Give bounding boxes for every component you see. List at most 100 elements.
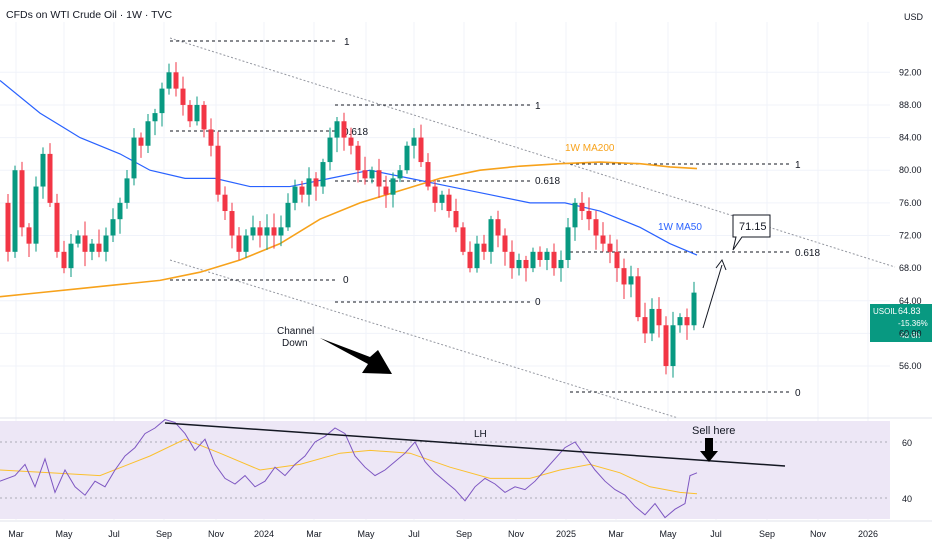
x-tick-label: Mar: [608, 529, 624, 539]
candle-body: [537, 251, 543, 260]
x-tick-label: Jul: [408, 529, 420, 539]
candle-body: [19, 170, 25, 228]
candle-body: [383, 186, 389, 195]
ma200-label: 1W MA200: [565, 143, 615, 154]
y-tick-label: 92.00: [899, 67, 922, 77]
candle-body: [670, 325, 676, 367]
x-tick-label: 2026: [858, 529, 878, 539]
price-badge-price: 64.83: [898, 306, 921, 316]
candle-body: [453, 211, 459, 228]
candle-body: [152, 113, 158, 122]
candle-body: [565, 227, 571, 260]
candle-body: [278, 227, 284, 236]
candle-body: [89, 243, 95, 252]
rsi-line: [0, 419, 698, 519]
candle-body: [222, 194, 228, 212]
rsi-ma-line: [0, 438, 698, 495]
rsi-lh-label: LH: [474, 429, 487, 440]
candle-body: [201, 104, 207, 130]
candle-body: [173, 72, 179, 89]
candle-body: [544, 251, 550, 260]
candle-body: [411, 137, 417, 146]
y-tick-label: 68.00: [899, 263, 922, 273]
x-tick-label: Mar: [306, 529, 322, 539]
candle-body: [299, 186, 305, 195]
candle-body: [166, 72, 172, 89]
candlesticks: [5, 62, 697, 378]
candle-body: [75, 235, 81, 244]
candle-body: [187, 104, 193, 122]
candle-body: [82, 235, 88, 252]
candle-body: [572, 202, 578, 228]
price-badge-ticker-bg: [870, 304, 894, 316]
candle-body: [614, 251, 620, 269]
candle-body: [656, 308, 662, 326]
candle-body: [684, 317, 690, 326]
x-tick-label: Sep: [759, 529, 775, 539]
candle-body: [649, 308, 655, 334]
candle-body: [600, 235, 606, 244]
candle-body: [551, 251, 557, 269]
channel-lower-line: [169, 259, 679, 419]
x-tick-label: Nov: [208, 529, 225, 539]
candle-body: [397, 170, 403, 179]
candle-body: [509, 251, 515, 269]
candle-body: [208, 129, 214, 146]
candle-body: [236, 235, 242, 252]
candle-body: [369, 170, 375, 179]
fib-label-0618-mid: 0.618: [535, 176, 560, 187]
fib-label-1-mid: 1: [535, 101, 541, 112]
y-tick-label: 60.00: [899, 328, 922, 338]
candle-body: [124, 178, 130, 203]
x-tick-label: May: [357, 529, 375, 539]
ma200-line: [0, 161, 698, 298]
chart-title: CFDs on WTI Crude Oil · 1W · TVC: [6, 9, 172, 21]
candle-body: [558, 259, 564, 269]
x-tick-label: Jul: [108, 529, 120, 539]
price-badge-ticker: USOIL: [873, 307, 898, 316]
candle-body: [334, 121, 340, 138]
sell-here-arrow: [700, 438, 718, 462]
fib-label-0618-top: 0.618: [343, 127, 368, 138]
channel-label-line2: Down: [282, 338, 308, 349]
candle-body: [215, 145, 221, 195]
y-tick-label: 56.00: [899, 361, 922, 371]
fib-label-0-top: 0: [343, 275, 349, 286]
currency-label: USD: [904, 12, 924, 22]
x-tick-label: May: [55, 529, 73, 539]
candle-body: [61, 251, 67, 269]
candle-body: [593, 219, 599, 236]
candle-body: [54, 202, 60, 252]
candle-body: [474, 243, 480, 269]
ma50-label: 1W MA50: [658, 222, 702, 233]
candle-body: [229, 211, 235, 236]
fib-label-0618-right: 0.618: [795, 248, 820, 259]
channel-label-line1: Channel: [277, 326, 314, 337]
x-tick-label: Sep: [156, 529, 172, 539]
fibonacci-levels: [170, 40, 790, 393]
candle-body: [516, 259, 522, 269]
candle-body: [306, 178, 312, 195]
candle-body: [131, 137, 137, 179]
target-arrow-head: [715, 258, 727, 271]
candle-body: [691, 292, 697, 326]
y-axis-ticks: 56.00 60.00 64.00 68.00 72.00 76.00 80.00 84.00…: [899, 67, 922, 371]
candle-body: [404, 145, 410, 171]
x-tick-label: Nov: [810, 529, 827, 539]
fib-label-1-top: 1: [344, 37, 350, 48]
candle-body: [320, 162, 326, 187]
y-tick-label: 64.00: [899, 296, 922, 306]
candle-body: [677, 317, 683, 326]
candle-body: [530, 251, 536, 269]
candle-body: [635, 276, 641, 318]
candle-body: [488, 219, 494, 252]
fib-label-1-right: 1: [795, 160, 801, 171]
y-tick-label: 72.00: [899, 231, 922, 241]
x-tick-label: May: [659, 529, 677, 539]
candle-body: [579, 202, 585, 212]
x-tick-label: 2024: [254, 529, 274, 539]
candle-body: [628, 276, 634, 285]
y-tick-label: 84.00: [899, 133, 922, 143]
candle-body: [355, 145, 361, 171]
candle-body: [460, 227, 466, 252]
